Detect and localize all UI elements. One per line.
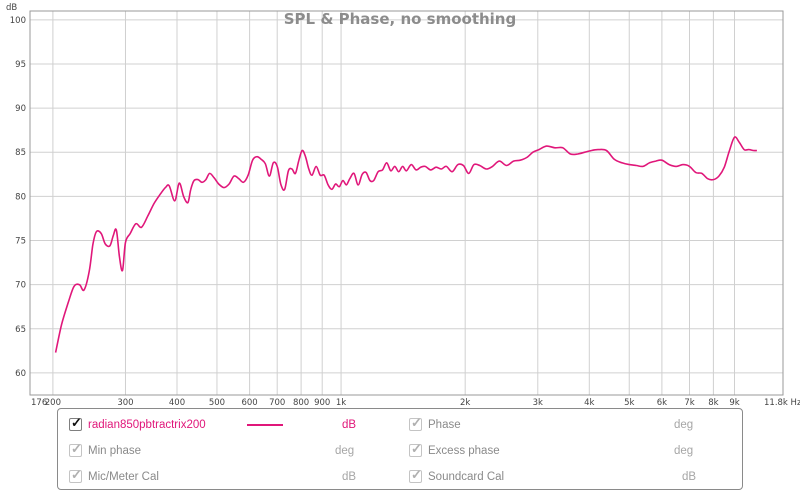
checkmark-icon: ✓ xyxy=(411,467,422,482)
y-tick-label: 60 xyxy=(15,369,26,379)
y-tick-label: 80 xyxy=(15,192,26,202)
x-tick-label: 200 xyxy=(45,398,61,408)
legend-item-mic-meter-cal[interactable]: ✓ Mic/Meter Cal dB xyxy=(69,468,359,486)
min-phase-checkbox[interactable]: ✓ xyxy=(69,441,82,457)
x-tick-label: 600 xyxy=(241,398,257,408)
legend-item-measurement[interactable]: ✓ radian850pbtractrix200 dB xyxy=(69,416,359,434)
x-tick-label: 4k xyxy=(584,398,594,408)
excess-phase-checkbox[interactable]: ✓ xyxy=(409,441,422,457)
excess-phase-label: Excess phase xyxy=(428,445,500,457)
x-tick-label: 400 xyxy=(169,398,185,408)
mic-meter-cal-checkbox[interactable]: ✓ xyxy=(69,467,82,483)
measurement-unit: dB xyxy=(342,419,357,431)
y-tick-label: 75 xyxy=(15,237,26,247)
legend-item-min-phase[interactable]: ✓ Min phase deg xyxy=(69,442,359,460)
series-group xyxy=(54,136,757,353)
soundcard-cal-checkbox[interactable]: ✓ xyxy=(409,467,422,483)
grid-lines xyxy=(29,11,784,395)
phase-unit: deg xyxy=(674,419,694,431)
phase-checkbox[interactable]: ✓ xyxy=(409,415,422,431)
x-tick-label: 500 xyxy=(209,398,225,408)
x-tick-label: 900 xyxy=(314,398,330,408)
x-tick-label: 7k xyxy=(684,398,694,408)
x-tick-label: 9k xyxy=(729,398,739,408)
legend-panel: ✓ radian850pbtractrix200 dB ✓ Phase deg … xyxy=(57,408,743,490)
checkmark-icon: ✓ xyxy=(71,467,82,482)
x-tick-label: 3k xyxy=(533,398,543,408)
checkmark-icon: ✓ xyxy=(71,415,82,430)
y-tick-label: 100 xyxy=(10,16,26,26)
checkmark-icon: ✓ xyxy=(411,415,422,430)
y-tick-labels: 100 95 90 85 80 75 70 65 60 xyxy=(10,16,26,379)
measurement-label: radian850pbtractrix200 xyxy=(88,419,206,431)
legend-item-soundcard-cal[interactable]: ✓ Soundcard Cal dB xyxy=(409,468,709,486)
x-tick-label: 1k xyxy=(336,398,346,408)
mic-meter-cal-unit: dB xyxy=(342,471,357,483)
plot-frame xyxy=(29,10,784,396)
x-tick-label: 5k xyxy=(624,398,634,408)
legend-item-excess-phase[interactable]: ✓ Excess phase deg xyxy=(409,442,709,460)
soundcard-cal-unit: dB xyxy=(682,471,697,483)
y-tick-label: 90 xyxy=(15,104,26,114)
checkmark-icon: ✓ xyxy=(411,441,422,456)
series-line-radian850pbtractrix200 xyxy=(54,136,757,353)
min-phase-unit: deg xyxy=(335,445,355,457)
plot-area xyxy=(30,11,783,395)
x-tick-label: 176 xyxy=(31,398,47,408)
y-tick-label: 95 xyxy=(15,60,26,70)
x-tick-label: 11.8k Hz xyxy=(764,398,800,408)
x-tick-label: 8k xyxy=(708,398,718,408)
trace-color-swatch xyxy=(247,424,283,426)
x-tick-label: 700 xyxy=(269,398,285,408)
x-tick-label: 6k xyxy=(657,398,667,408)
chart-title: SPL & Phase, no smoothing xyxy=(284,10,516,28)
y-tick-label: 65 xyxy=(15,325,26,335)
min-phase-label: Min phase xyxy=(88,445,142,457)
checkmark-icon: ✓ xyxy=(71,441,82,456)
mic-meter-cal-label: Mic/Meter Cal xyxy=(88,471,159,483)
measurement-checkbox[interactable]: ✓ xyxy=(69,415,82,431)
legend-item-phase[interactable]: ✓ Phase deg xyxy=(409,416,709,434)
x-tick-label: 2k xyxy=(460,398,470,408)
soundcard-cal-label: Soundcard Cal xyxy=(428,471,505,483)
phase-label: Phase xyxy=(428,419,461,431)
x-tick-label: 800 xyxy=(293,398,309,408)
x-tick-label: 300 xyxy=(117,398,133,408)
y-tick-label: 85 xyxy=(15,148,26,158)
y-tick-label: 70 xyxy=(15,281,26,291)
excess-phase-unit: deg xyxy=(674,445,694,457)
y-axis-unit-label: dB xyxy=(6,3,17,13)
